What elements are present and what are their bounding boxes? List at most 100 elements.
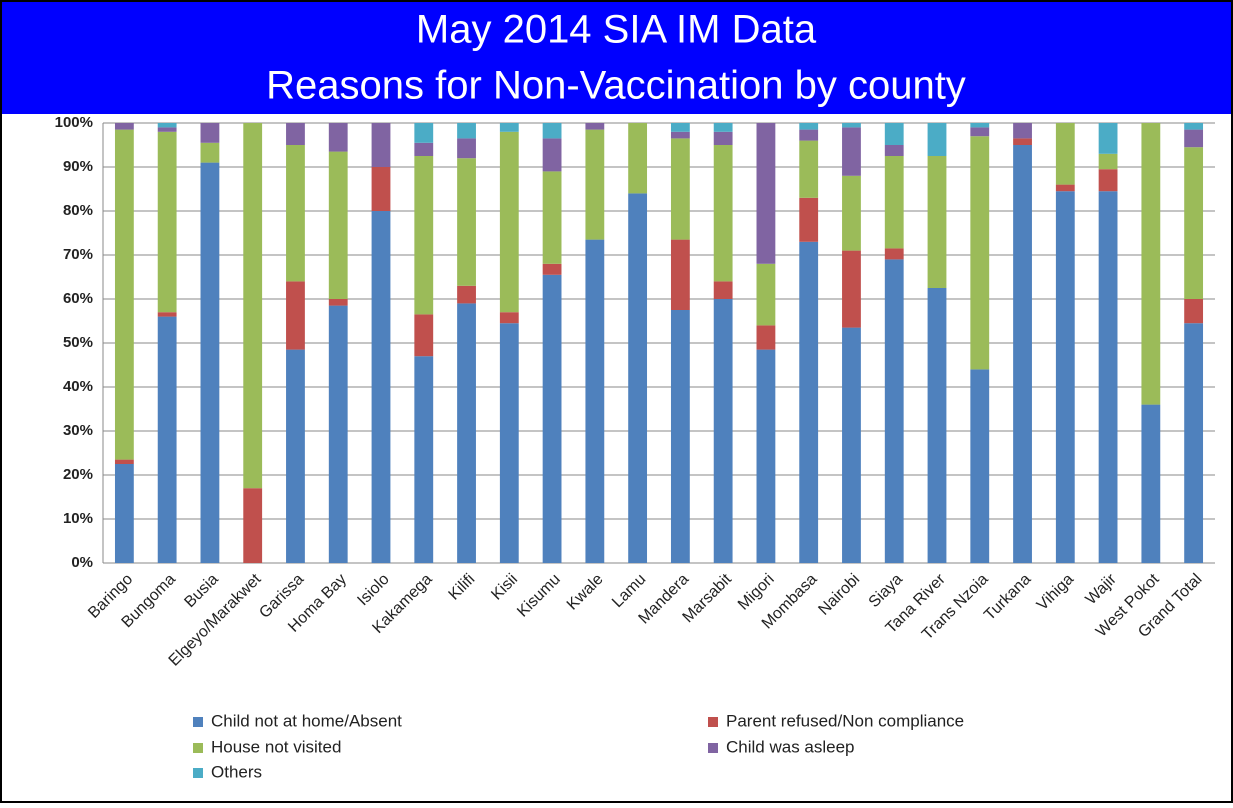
bar-segment: [628, 193, 648, 563]
bar-segment: [713, 123, 733, 132]
bar-segment: [1098, 153, 1118, 170]
bar-segment: [1184, 123, 1204, 130]
y-tick-label: 40%: [63, 378, 93, 395]
bar-segment: [286, 123, 305, 145]
bar-segment: [756, 349, 776, 563]
legend-swatch: [193, 717, 203, 727]
bar-segment: [371, 123, 391, 167]
bar-segment: [157, 127, 177, 132]
bar-segment: [756, 123, 776, 264]
y-tick-label: 30%: [63, 422, 93, 439]
legend-label: Child not at home/Absent: [211, 711, 402, 730]
bar-segment: [842, 175, 861, 251]
bar-segment: [799, 140, 819, 198]
bar-segment: [328, 305, 348, 563]
bar-segment: [799, 197, 819, 242]
bar-segment: [157, 312, 177, 317]
y-tick-label: 70%: [63, 246, 93, 263]
bar-segment: [157, 123, 177, 128]
bar-segment: [499, 323, 519, 563]
bar-segment: [328, 151, 348, 299]
bar-segment: [200, 142, 220, 163]
bar-segment: [286, 349, 305, 563]
bar-segment: [1141, 404, 1161, 563]
bar-segment: [371, 167, 391, 211]
chart-title: May 2014 SIA IM Data: [416, 8, 817, 52]
bar-segment: [670, 123, 690, 132]
bar-segment: [328, 299, 348, 306]
bar-segment: [842, 127, 861, 176]
bar-segment: [585, 129, 605, 240]
bar-segment: [371, 211, 391, 563]
bar-segment: [884, 123, 904, 145]
bar-segment: [1184, 299, 1204, 324]
bar-segment: [670, 310, 690, 563]
bar-segment: [585, 239, 605, 563]
bar-segment: [542, 274, 562, 563]
legend-swatch: [708, 743, 718, 753]
bar-segment: [499, 131, 519, 313]
bar-segment: [670, 131, 690, 139]
bar-segment: [1184, 323, 1204, 563]
bar-segment: [1141, 123, 1161, 405]
bar-segment: [414, 142, 434, 156]
bar-segment: [200, 162, 220, 563]
bar-segment: [328, 123, 348, 152]
bar-segment: [970, 369, 990, 563]
bar-segment: [756, 263, 776, 326]
title-band: [2, 2, 1231, 114]
bar-segment: [542, 171, 562, 264]
legend-label: Parent refused/Non compliance: [726, 711, 964, 730]
bar-segment: [243, 123, 263, 489]
bar-segment: [1013, 138, 1032, 145]
bar-segment: [970, 136, 990, 370]
bar-segment: [670, 138, 690, 240]
bar-segment: [499, 312, 519, 324]
bar-segment: [286, 145, 305, 282]
y-tick-label: 100%: [55, 114, 93, 131]
bar-segment: [713, 131, 733, 145]
bar-segment: [628, 123, 648, 194]
bar-segment: [1055, 184, 1075, 192]
y-tick-label: 0%: [71, 554, 93, 571]
bar-segment: [1184, 129, 1204, 148]
bar-segment: [542, 123, 562, 139]
legend-label: House not visited: [211, 737, 341, 756]
bar-segment: [842, 327, 861, 563]
legend-label: Others: [211, 762, 262, 781]
bar-segment: [1055, 123, 1075, 185]
bar-segment: [243, 488, 263, 563]
bar-segment: [114, 459, 134, 464]
bar-segment: [842, 250, 861, 328]
bar-segment: [457, 158, 476, 286]
y-tick-label: 20%: [63, 466, 93, 483]
bar-segment: [542, 138, 562, 172]
y-tick-label: 90%: [63, 158, 93, 175]
bar-segment: [884, 156, 904, 249]
bar-segment: [157, 316, 177, 563]
bar-segment: [1013, 123, 1032, 139]
bar-segment: [414, 356, 434, 563]
bar-segment: [884, 248, 904, 260]
bar-segment: [970, 127, 990, 137]
bar-segment: [670, 239, 690, 310]
bar-segment: [884, 259, 904, 563]
bar-segment: [799, 123, 819, 130]
bar-segment: [713, 281, 733, 299]
y-tick-label: 60%: [63, 290, 93, 307]
legend-swatch: [193, 743, 203, 753]
bar-segment: [414, 156, 434, 315]
legend-swatch: [193, 768, 203, 778]
bar-segment: [799, 241, 819, 564]
bar-segment: [457, 138, 476, 159]
bar-segment: [585, 123, 605, 130]
bar-segment: [414, 123, 434, 143]
bar-segment: [114, 464, 134, 563]
bar-segment: [157, 131, 177, 313]
bar-segment: [1098, 191, 1118, 563]
bar-segment: [542, 263, 562, 275]
bar-segment: [1098, 169, 1118, 192]
y-tick-label: 80%: [63, 202, 93, 219]
